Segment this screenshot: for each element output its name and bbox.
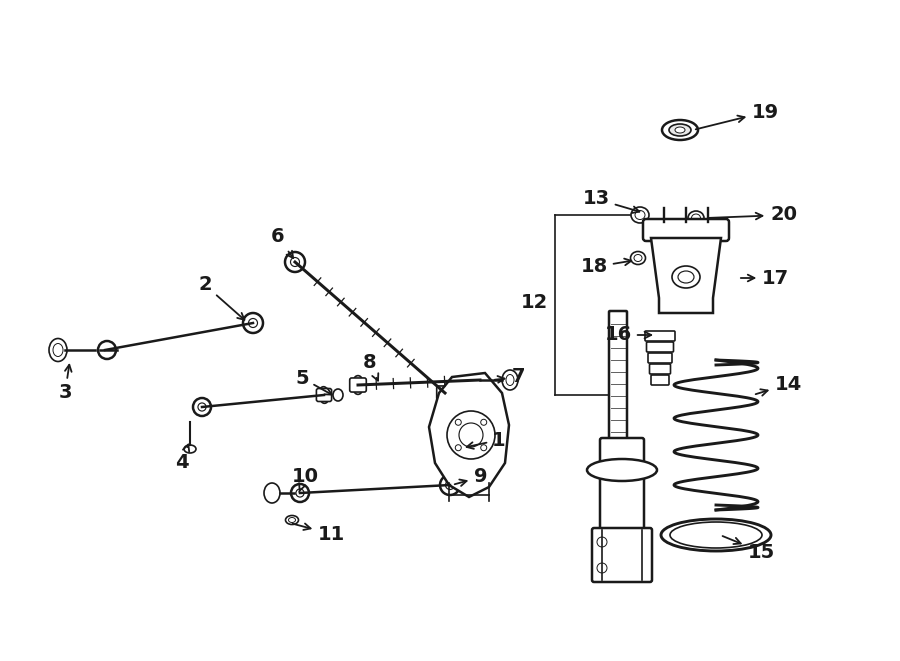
FancyBboxPatch shape bbox=[643, 219, 729, 241]
Polygon shape bbox=[651, 238, 721, 313]
Text: 11: 11 bbox=[292, 524, 346, 543]
Text: 14: 14 bbox=[756, 375, 802, 396]
Ellipse shape bbox=[264, 483, 280, 503]
Text: 13: 13 bbox=[583, 190, 639, 213]
FancyBboxPatch shape bbox=[651, 375, 669, 385]
Circle shape bbox=[321, 396, 328, 403]
FancyBboxPatch shape bbox=[350, 378, 366, 392]
Ellipse shape bbox=[49, 338, 67, 362]
Text: 16: 16 bbox=[605, 325, 652, 344]
Text: 1: 1 bbox=[467, 430, 506, 449]
Ellipse shape bbox=[669, 124, 691, 136]
Text: 3: 3 bbox=[58, 365, 72, 403]
Ellipse shape bbox=[672, 266, 700, 288]
Text: 7: 7 bbox=[495, 368, 526, 387]
FancyBboxPatch shape bbox=[436, 386, 454, 400]
Ellipse shape bbox=[333, 389, 343, 401]
Ellipse shape bbox=[631, 207, 649, 223]
Ellipse shape bbox=[661, 519, 771, 551]
Text: 9: 9 bbox=[454, 467, 488, 486]
Text: 19: 19 bbox=[696, 102, 779, 130]
FancyBboxPatch shape bbox=[648, 353, 672, 363]
Text: 8: 8 bbox=[364, 354, 378, 381]
Ellipse shape bbox=[631, 251, 645, 264]
Circle shape bbox=[445, 385, 453, 393]
Ellipse shape bbox=[662, 120, 698, 140]
Circle shape bbox=[243, 313, 263, 333]
Text: 18: 18 bbox=[580, 258, 631, 276]
Circle shape bbox=[437, 393, 446, 401]
FancyBboxPatch shape bbox=[317, 389, 331, 401]
Circle shape bbox=[354, 375, 362, 383]
Text: 10: 10 bbox=[292, 467, 319, 492]
Text: 2: 2 bbox=[198, 276, 245, 320]
Ellipse shape bbox=[587, 459, 657, 481]
FancyBboxPatch shape bbox=[609, 311, 627, 441]
Polygon shape bbox=[429, 373, 509, 497]
Circle shape bbox=[98, 341, 116, 359]
Text: 12: 12 bbox=[521, 293, 548, 311]
Ellipse shape bbox=[184, 445, 196, 453]
Text: 5: 5 bbox=[295, 368, 332, 395]
Circle shape bbox=[285, 252, 305, 272]
Circle shape bbox=[440, 475, 460, 495]
Text: 17: 17 bbox=[741, 268, 789, 288]
Circle shape bbox=[291, 484, 309, 502]
Circle shape bbox=[193, 398, 211, 416]
FancyBboxPatch shape bbox=[592, 528, 652, 582]
Text: 20: 20 bbox=[709, 206, 797, 225]
Circle shape bbox=[354, 387, 362, 395]
Circle shape bbox=[320, 387, 327, 394]
Ellipse shape bbox=[502, 370, 518, 390]
FancyBboxPatch shape bbox=[600, 438, 644, 562]
Text: 6: 6 bbox=[271, 227, 293, 258]
Ellipse shape bbox=[688, 211, 704, 225]
FancyBboxPatch shape bbox=[645, 331, 675, 341]
Text: 4: 4 bbox=[176, 444, 189, 471]
Ellipse shape bbox=[670, 522, 762, 548]
Ellipse shape bbox=[285, 516, 299, 524]
FancyBboxPatch shape bbox=[646, 342, 673, 352]
Ellipse shape bbox=[675, 127, 685, 133]
FancyBboxPatch shape bbox=[650, 364, 670, 374]
Text: 15: 15 bbox=[723, 536, 775, 561]
